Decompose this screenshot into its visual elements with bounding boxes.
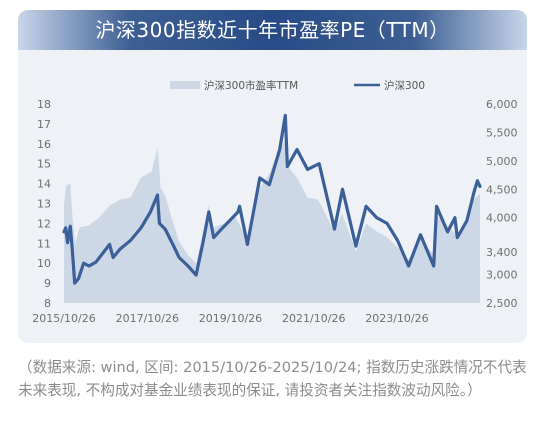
y-right-tick-label: 3,000: [486, 269, 518, 282]
right-axis: 2,500 3,000 3,400 4,000 4,500 5,000 5,500 6,000: [486, 98, 518, 310]
pe-chart: 沪深300市盈率TTM 沪深300 8 9 10 11 12 13 14 15 16 17 18 2,…: [32, 79, 518, 325]
y-left-tick-label: 14: [37, 178, 51, 191]
series-pe-area: [64, 141, 480, 303]
chart-card: 沪深300指数近十年市盈率PE（TTM） 沪深300市盈率TTM 沪深300 8 9…: [18, 10, 527, 343]
y-right-tick-label: 6,000: [486, 98, 518, 111]
y-right-tick-label: 2,500: [486, 297, 518, 310]
y-left-tick-label: 13: [37, 198, 51, 211]
y-left-tick-label: 17: [37, 118, 51, 131]
y-left-tick-label: 9: [44, 277, 51, 290]
y-left-tick-label: 18: [37, 98, 51, 111]
x-tick-label: 2017/10/26: [116, 312, 179, 325]
x-axis: 2015/10/26 2017/10/26 2019/10/26 2021/10/26…: [32, 312, 428, 325]
footnote: （数据来源: wind, 区间: 2015/10/26-2025/10/24; …: [18, 359, 527, 399]
y-left-tick-label: 11: [37, 237, 51, 250]
y-right-tick-label: 4,000: [486, 212, 518, 225]
legend-swatch-pe: [170, 81, 200, 89]
title-bar: [18, 10, 527, 50]
y-left-tick-label: 15: [37, 158, 51, 171]
plot-area: [62, 113, 482, 303]
chart-title: 沪深300指数近十年市盈率PE（TTM）: [95, 18, 450, 42]
legend: 沪深300市盈率TTM 沪深300: [170, 79, 425, 92]
x-tick-label: 2021/10/26: [282, 312, 345, 325]
y-right-tick-label: 4,500: [486, 183, 518, 196]
y-left-tick-label: 12: [37, 217, 51, 230]
y-right-tick-label: 5,000: [486, 155, 518, 168]
x-tick-label: 2019/10/26: [199, 312, 262, 325]
x-tick-label: 2023/10/26: [365, 312, 428, 325]
y-right-tick-label: 5,500: [486, 126, 518, 139]
y-right-tick-label: 3,400: [486, 246, 518, 259]
legend-label-index: 沪深300: [384, 79, 425, 92]
y-left-tick-label: 10: [37, 257, 51, 270]
y-left-tick-label: 8: [44, 297, 51, 310]
x-tick-label: 2015/10/26: [32, 312, 95, 325]
series-index-line: [62, 113, 482, 285]
y-left-tick-label: 16: [37, 138, 51, 151]
legend-label-pe: 沪深300市盈率TTM: [204, 79, 298, 92]
left-axis: 8 9 10 11 12 13 14 15 16 17 18: [37, 98, 51, 310]
